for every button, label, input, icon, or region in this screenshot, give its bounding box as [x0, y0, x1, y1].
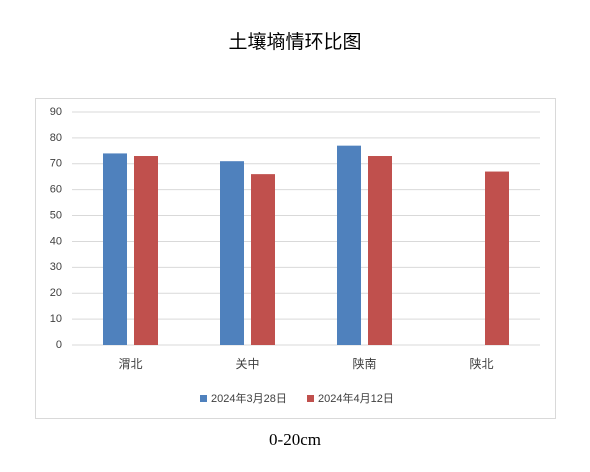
x-tick-label: 关中	[235, 356, 259, 371]
x-tick-label: 陕南	[352, 356, 376, 371]
y-tick-label: 80	[50, 132, 62, 144]
bar	[220, 161, 244, 345]
y-tick-label: 20	[50, 287, 62, 299]
y-tick-label: 30	[50, 261, 62, 273]
bar	[368, 156, 392, 345]
y-tick-label: 90	[50, 106, 62, 118]
legend-label: 2024年3月28日	[211, 391, 287, 405]
x-tick-label: 渭北	[118, 357, 142, 371]
bar	[251, 174, 275, 345]
caption: 0-20cm	[269, 430, 321, 449]
x-tick-label: 陕北	[469, 356, 493, 371]
bar	[103, 153, 127, 345]
legend-label: 2024年4月12日	[318, 391, 394, 405]
y-tick-label: 70	[50, 158, 62, 170]
bar	[134, 156, 158, 345]
y-tick-label: 0	[56, 339, 62, 351]
chart-title: 土壤墒情环比图	[228, 31, 361, 53]
bar	[485, 171, 509, 345]
y-tick-label: 40	[50, 235, 62, 247]
y-tick-label: 60	[50, 184, 62, 196]
legend-swatch	[200, 395, 207, 402]
y-tick-label: 50	[50, 209, 62, 221]
bar	[337, 145, 361, 345]
legend-swatch	[307, 395, 314, 402]
y-tick-label: 10	[50, 313, 62, 325]
